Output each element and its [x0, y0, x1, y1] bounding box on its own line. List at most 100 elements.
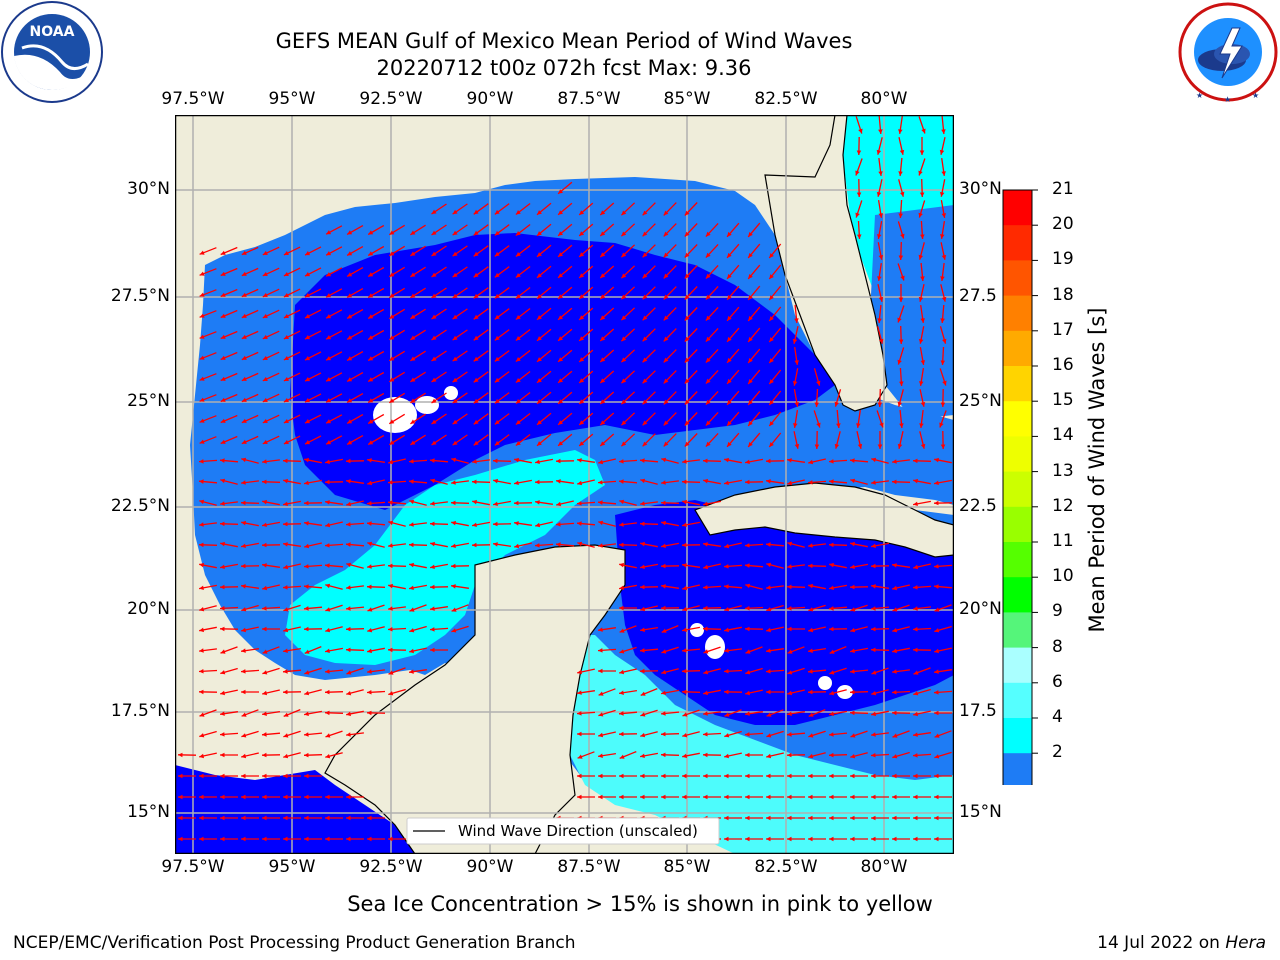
wind-arrow-head	[892, 773, 897, 779]
wind-arrow-head	[934, 628, 940, 633]
wind-arrow-head	[346, 458, 351, 464]
wind-arrow-head	[598, 459, 604, 465]
wind-arrow-head	[283, 419, 289, 423]
wind-arrow-head	[598, 520, 604, 526]
wind-arrow-head	[727, 294, 732, 300]
wind-arrow-head	[305, 251, 310, 256]
wind-arrow-head	[220, 670, 226, 675]
wind-arrow-head	[579, 315, 585, 320]
wind-arrow-head	[199, 585, 204, 590]
wind-arrow-head	[305, 398, 310, 403]
wind-arrow-head	[410, 251, 416, 256]
gulf-water-low	[290, 233, 835, 510]
wind-arrow-head	[703, 478, 708, 484]
wind-arrow-head	[537, 210, 542, 215]
wind-arrow-head	[579, 210, 585, 215]
wind-arrow-head	[748, 337, 753, 342]
wind-arrow-head	[241, 439, 247, 444]
wind-arrow-head	[493, 542, 498, 547]
wind-arrow-head	[410, 356, 416, 361]
wind-arrow-head	[304, 584, 309, 589]
wind-arrow-head	[724, 627, 729, 633]
colorbar-tick-label: 19	[1052, 249, 1074, 270]
wind-arrow-head	[325, 733, 331, 738]
wind-arrow-head	[808, 689, 813, 695]
wind-arrow-head	[305, 440, 310, 445]
wind-arrow-head	[220, 292, 226, 297]
wind-arrow-head	[472, 479, 477, 485]
wind-arrow-head	[661, 773, 666, 779]
wind-arrow-head	[304, 815, 309, 821]
wind-arrow-head	[892, 648, 897, 654]
colorbar-segment	[1003, 542, 1032, 578]
wind-arrow-head	[514, 500, 519, 506]
wind-arrow-head	[661, 669, 667, 675]
wind-arrow-head	[934, 607, 940, 612]
colorbar-tick-label: 6	[1052, 671, 1063, 692]
bottom-lon-tick: 97.5°W	[161, 857, 225, 877]
wind-arrow-head	[558, 378, 563, 383]
wind-arrow-head	[515, 399, 521, 404]
colorbar-tick-label: 8	[1052, 636, 1063, 657]
wind-arrow-head	[389, 377, 395, 382]
wind-arrow-head	[871, 480, 876, 485]
wind-arrow-head	[579, 420, 585, 425]
wind-arrow-head	[787, 480, 793, 486]
wind-arrow-head	[829, 459, 834, 464]
wind-arrow-head	[283, 733, 289, 738]
wind-arrow-head	[199, 499, 205, 505]
wind-arrow-head	[877, 276, 882, 281]
wind-arrow-head	[537, 231, 542, 236]
wind-arrow-head	[241, 836, 246, 842]
wind-arrow-head	[220, 732, 225, 737]
wind-arrow-head	[703, 649, 709, 654]
wind-arrow-head	[858, 128, 863, 134]
wind-arrow-head	[325, 794, 330, 800]
wind-arrow-head	[898, 339, 904, 344]
colorbar-tick-label: 10	[1052, 566, 1074, 587]
wind-arrow-head	[325, 754, 331, 759]
wind-arrow-head	[598, 712, 604, 717]
colorbar-segment	[1003, 647, 1032, 684]
wind-arrow-head	[787, 564, 792, 569]
wind-arrow-head	[892, 628, 898, 633]
wind-arrow-head	[409, 669, 414, 674]
wind-arrow-head	[703, 501, 708, 506]
wind-arrow-head	[409, 542, 414, 548]
wind-arrow-head	[642, 378, 648, 384]
wind-arrow-head	[388, 480, 393, 485]
wind-arrow-head	[431, 419, 437, 424]
wind-arrow-head	[663, 378, 669, 384]
wind-arrow-head	[920, 360, 925, 365]
wind-arrow-head	[942, 338, 947, 344]
wind-arrow-head	[939, 192, 945, 197]
wind-arrow-head	[787, 836, 792, 842]
wind-arrow-head	[367, 584, 372, 590]
wind-arrow-head	[347, 314, 353, 319]
wind-arrow-head	[682, 712, 688, 717]
wind-arrow-head	[388, 459, 394, 465]
wind-arrow-head	[834, 443, 840, 449]
wind-arrow-head	[748, 295, 753, 300]
wind-arrow-head	[368, 398, 374, 403]
right-lat-tick: 22.5	[959, 496, 997, 516]
wind-arrow-head	[769, 274, 774, 279]
wind-arrow-head	[430, 606, 435, 611]
wind-arrow-head	[367, 607, 373, 612]
wind-arrow-head	[493, 478, 498, 484]
wind-arrow-head	[283, 398, 289, 402]
wind-arrow-head	[410, 377, 416, 382]
wind-arrow-head	[241, 520, 246, 526]
wind-arrow-head	[598, 773, 603, 779]
wind-arrow-head	[494, 419, 500, 425]
wind-arrow-head	[535, 459, 540, 464]
right-lat-tick: 15°N	[959, 802, 1002, 822]
wind-arrow-head	[871, 563, 876, 569]
wind-arrow-head	[304, 752, 309, 758]
colorbar-tick-label: 2	[1052, 742, 1063, 763]
wind-arrow-head	[913, 815, 918, 821]
wind-arrow-head	[178, 815, 183, 821]
wind-arrow-head	[850, 584, 855, 590]
wind-arrow-head	[473, 314, 479, 320]
wind-arrow-head	[745, 732, 750, 737]
